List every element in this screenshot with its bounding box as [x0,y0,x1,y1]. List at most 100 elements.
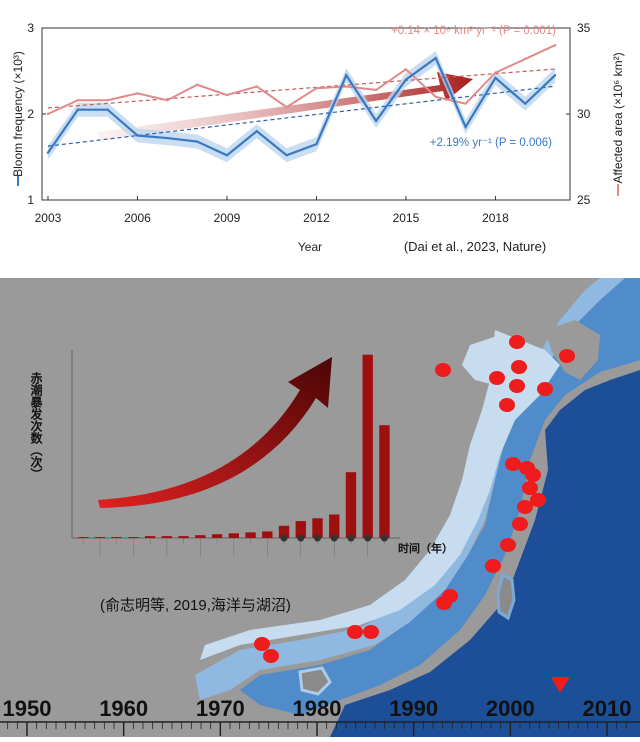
bloom-dot [509,335,525,349]
top-citation: (Dai et al., 2023, Nature) [404,239,546,254]
timeline-year-label: 2000 [486,696,535,721]
area-point [345,85,348,88]
x-tick-label: 2003 [35,211,62,225]
bar [128,537,139,538]
area-trend-line [47,68,556,109]
y-right-tick-label: 25 [577,193,591,207]
ocean-deep [330,278,640,737]
area-point [553,44,557,47]
x-tick-label: 2018 [482,211,509,225]
bar [161,536,173,538]
bloom-dot [522,481,538,495]
area-point [46,112,50,116]
freq-point [285,154,288,157]
china-coast-map: 赤潮暴发次数（次） 时间（年） (俞志明等, 2019,海洋与湖沼) 1950 1… [0,278,640,737]
freq-point [195,140,199,143]
freq-point [315,142,318,146]
bloom-dot [525,468,541,482]
freq-point [434,56,437,60]
timeline-bar: 1950 1960 1970 1980 1990 2000 2010 [0,696,640,736]
bar [144,536,156,538]
bloom-dot [499,398,515,412]
freq-point [464,125,467,129]
bar-period-marker [280,534,288,542]
freq-series-line [47,56,556,157]
bloom-dot [254,637,270,651]
bar [262,531,273,538]
y-left-tick-label: 1 [27,193,34,207]
bloom-dot [500,538,516,552]
area-point [434,95,437,99]
x-tick-label: 2006 [124,211,151,225]
freq-point [255,130,258,133]
bar-y-label: 赤潮暴发次数（次） [29,371,43,480]
bloom-dot [517,500,533,514]
freq-point [553,74,557,77]
y-right-label: Affected area (×10⁶ km²) [611,52,625,196]
bar [329,514,340,538]
timeline-marker-icon [551,677,570,693]
bar [178,536,189,538]
bar [245,532,256,538]
freq-point [374,119,378,123]
freq-point [46,151,50,154]
freq-point [225,154,229,157]
bar-period-marker [314,534,322,542]
bloom-dot [530,493,546,507]
bar-period-marker [364,534,372,542]
area-point [464,102,467,105]
bar [111,537,122,538]
bar-period-marker [330,534,338,542]
bottom-citation: (俞志明等, 2019,海洋与湖沼) [100,596,291,614]
area-point [136,92,139,95]
y-right-tick-label: 35 [577,21,591,35]
bar [362,354,373,538]
timeline-year-label: 1960 [99,696,148,721]
freq-point [76,108,79,111]
timeline-year-label: 2010 [583,696,632,721]
bloom-dot [485,559,501,573]
series-layer [46,44,557,157]
bloom-dot [435,363,451,377]
area-point [76,99,79,102]
growth-curve-arrow [98,357,332,508]
bar-x-label: 时间（年） [398,541,453,555]
area-point [166,99,169,102]
bar-period-marker [297,534,305,542]
x-tick-label: 2009 [214,211,241,225]
y-left-tick-label: 3 [27,21,34,35]
hainan-island [298,666,332,696]
area-point [404,68,408,71]
bloom-dot [347,625,363,639]
freq-point [494,76,497,80]
trend-lines [47,68,556,147]
bar-period-marker [380,534,388,542]
y-left-tick-label: 2 [27,107,34,121]
area-series-line [47,44,556,115]
bloom-dot [263,649,279,663]
bar [278,525,290,538]
bloom-trend-chart: 2003 2006 2009 2012 2015 2018 1 2 3 25 30 35 Bloom … [0,0,640,270]
y-left-label: Bloom frequency (×10³) [11,51,25,186]
area-point [106,99,109,102]
y-left-label-text: Bloom frequency (×10³) [11,51,25,177]
bar [94,537,106,538]
timeline-year-label: 1980 [293,696,342,721]
area-point [315,87,318,90]
area-point [225,93,229,97]
bar [78,537,89,538]
area-point [195,83,199,86]
freq-point [106,108,109,111]
bar [211,534,223,538]
bloom-dot [363,625,379,639]
bloom-dot [436,596,452,610]
area-point [524,57,527,61]
bar [345,472,357,538]
bar [228,533,240,538]
bloom-dot [511,360,527,374]
area-point [285,105,288,109]
axis-ticks: 2003 2006 2009 2012 2015 2018 1 2 3 25 30 35 [27,21,590,225]
timeline-year-label: 1970 [196,696,245,721]
area-point [374,88,378,92]
area-point [494,71,497,74]
